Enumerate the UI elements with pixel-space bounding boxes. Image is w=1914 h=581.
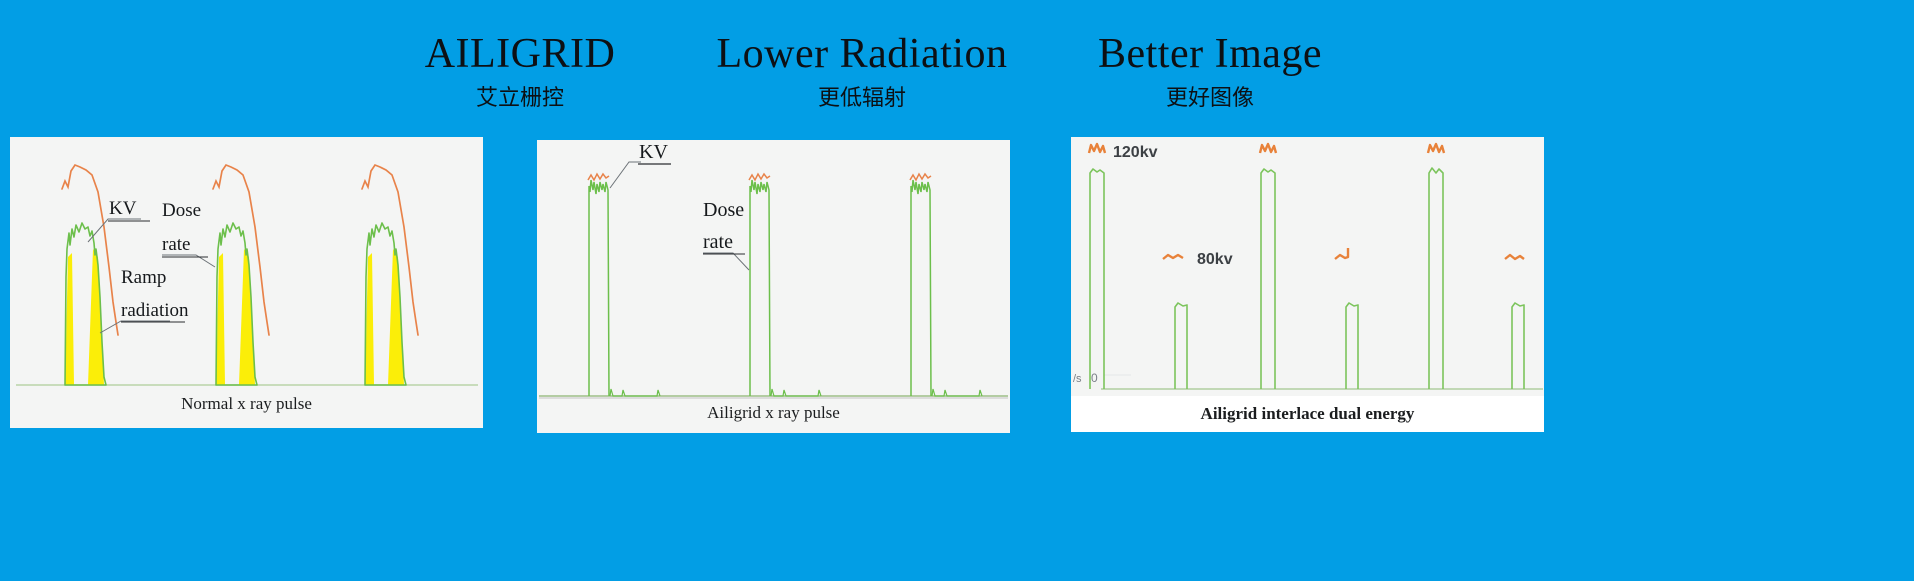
kv-noise-1 [587,172,610,182]
dose-rate-trace-1 [64,222,107,386]
header-banner: AILIGRID 艾立栅控 Lower Radiation 更低辐射 Bette… [0,0,1914,132]
ramp-fill-left-3 [365,253,374,385]
header-group-lower-radiation: Lower Radiation 更低辐射 [582,30,1142,114]
panel-caption-ailigrid-xray-pulse: Ailigrid x ray pulse [707,403,840,422]
baseline-ripple-3 [931,388,983,397]
chart-panel-normal-xray-pulse: KV Dose rate Ramp radiation Normal x ray… [10,137,483,428]
legend-label-80kv: 80kv [1197,251,1233,268]
caption-band-dual-energy [1071,396,1544,432]
pulse-120kv-1 [1089,168,1105,389]
ramp-fill-left-1 [65,253,74,385]
dose-pulse-2 [749,179,771,397]
kv-leader-line [609,161,641,189]
interlace-dual-energy-svg: /s 0 120kv 80kv [1073,142,1543,390]
header-group-ailigrid: AILIGRID 艾立栅控 [330,30,710,114]
ailigrid-xray-pulse-svg: KV Dose rate [539,141,1008,399]
kv-trace-3 [361,163,419,336]
kv-noise-2 [748,172,771,182]
annotation-dose-rate-line2: rate [162,234,190,255]
dose-rate-trace-3 [364,222,407,386]
dose-pulse-1 [588,179,610,397]
chart-panel-ailigrid-xray-pulse: KV Dose rate Ailigrid x ray pulse [537,140,1010,433]
annotation-dose-rate-line2: rate [703,231,733,253]
marker-120kv-2-icon [1258,142,1278,154]
header-title-cn-1: 更低辐射 [817,86,906,111]
panel-caption-normal-xray-pulse: Normal x ray pulse [181,394,312,413]
baseline-ripple-1 [609,388,661,397]
kv-trace-2 [212,163,270,336]
plot-area-ailigrid-interlace-dual-energy: /s 0 120kv 80kv [1071,137,1544,395]
baseline-ripple-2 [770,388,822,397]
header-title-cn-0: 艾立栅控 [475,86,564,111]
ramp-fill-right-3 [388,249,404,385]
dose-rate-trace-2 [215,222,258,386]
pulse-80kv-3 [1511,302,1525,389]
y-axis-unit-label: /s [1073,373,1082,385]
kv-trace-1 [61,163,119,336]
y-axis-zero-label: 0 [1091,371,1098,385]
annotation-dose-rate-line1: Dose [703,199,744,221]
kv-noise-3 [909,172,932,182]
dose-rate-leader-line [703,252,750,271]
ramp-radiation-leader-line [99,320,170,334]
ramp-fill-right-2 [239,249,255,385]
ramp-fill-left-2 [216,253,225,385]
legend-label-120kv: 120kv [1113,144,1158,161]
annotation-ramp-radiation-line1: Ramp [121,267,166,288]
panel-caption-ailigrid-interlace-dual-energy: Ailigrid interlace dual energy [1200,404,1415,423]
annotation-kv-label: KV [639,141,668,163]
marker-120kv-3-icon [1426,142,1446,154]
marker-80kv-1-icon [1162,253,1184,260]
marker-80kv-2-icon [1334,248,1350,260]
plot-area-ailigrid-xray-pulse: KV Dose rate [537,140,1010,402]
header-title-en-0: AILIGRID [424,31,616,77]
kv-leader-line [87,218,141,243]
marker-120kv-1-icon [1087,142,1107,154]
pulse-120kv-3 [1428,167,1444,389]
header-title-en-1: Lower Radiation [716,31,1008,77]
annotation-ramp-radiation-line2: radiation [121,300,189,321]
normal-xray-pulse-svg: KV Dose rate Ramp radiation [16,163,478,386]
dose-pulse-3 [910,179,932,397]
header-title-en-2: Better Image [1097,31,1323,77]
marker-80kv-3-icon [1504,253,1525,261]
pulse-120kv-2 [1260,168,1276,389]
dose-rate-leader-line [162,254,216,268]
plot-area-normal-xray-pulse: KV Dose rate Ramp radiation [10,137,483,391]
pulse-80kv-1 [1174,302,1188,389]
header-group-better-image: Better Image 更好图像 [880,30,1540,114]
annotation-kv-label: KV [109,198,137,219]
chart-panel-ailigrid-interlace-dual-energy: /s 0 120kv 80kv [1071,137,1544,432]
ramp-fill-right-1 [88,249,104,385]
annotation-dose-rate-line1: Dose [162,200,201,221]
pulse-80kv-2 [1345,302,1359,389]
header-title-cn-2: 更好图像 [1165,86,1254,111]
